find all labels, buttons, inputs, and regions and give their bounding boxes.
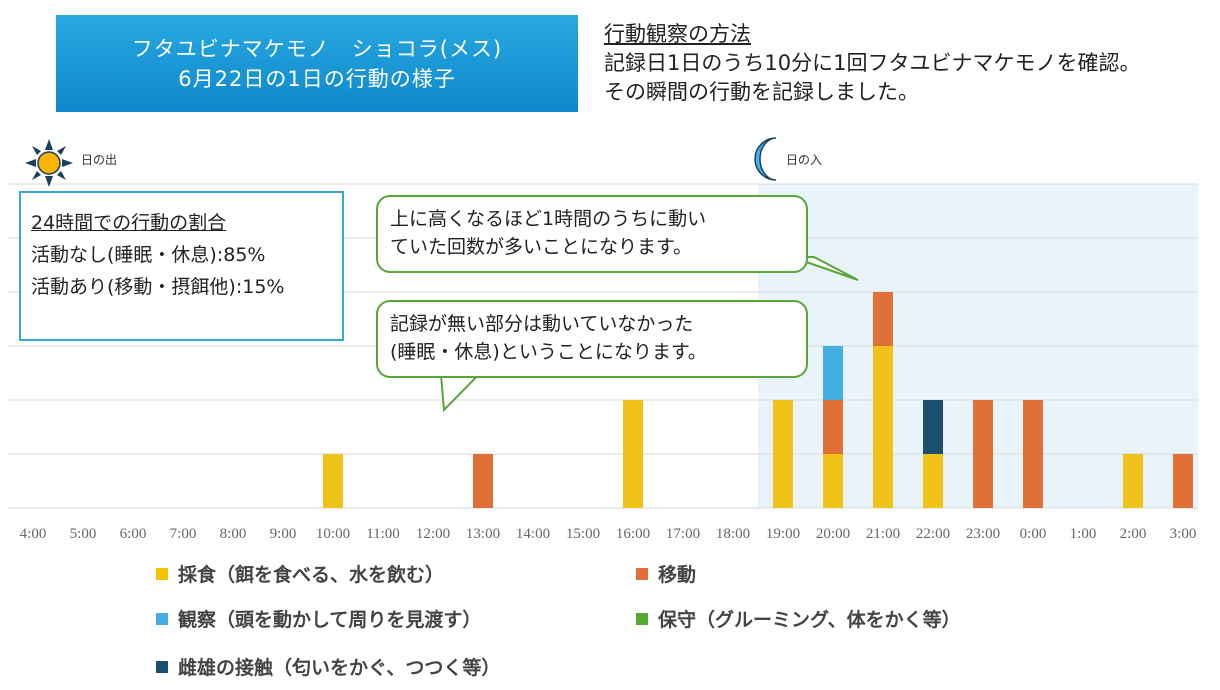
bar-segment xyxy=(873,292,893,346)
bar-segment xyxy=(923,454,943,508)
x-tick-label: 5:00 xyxy=(70,526,97,542)
x-tick-label: 22:00 xyxy=(916,526,950,542)
method-heading: 行動観察の方法 xyxy=(604,22,751,46)
ratio-heading: 24時間での行動の割合 xyxy=(31,212,227,234)
bar-segment xyxy=(923,400,943,454)
legend-swatch xyxy=(156,660,168,673)
legend-label: 雌雄の接触（匂いをかぐ、つつく等） xyxy=(178,657,501,679)
sunrise-label: 日の出 xyxy=(81,153,118,167)
legend-item-grooming: 保守（グルーミング、体をかく等） xyxy=(636,605,961,632)
method-line2: その瞬間の行動を記録しました。 xyxy=(604,80,919,104)
x-tick-label: 15:00 xyxy=(566,526,600,542)
bubble2-line2: (睡眠・休息)ということになります。 xyxy=(390,341,707,363)
legend-swatch xyxy=(636,567,648,580)
x-tick-label: 4:00 xyxy=(20,526,47,542)
x-tick-label: 1:00 xyxy=(1070,526,1097,542)
x-tick-label: 19:00 xyxy=(766,526,800,542)
method-line1: 記録日1日のうち10分に1回フタユビナマケモノを確認。 xyxy=(604,51,1141,75)
bubble1-line1: 上に高くなるほど1時間のうちに動い xyxy=(390,208,707,230)
x-tick-label: 23:00 xyxy=(966,526,1000,542)
legend-label: 採食（餌を食べる、水を飲む） xyxy=(178,564,445,586)
x-tick-label: 16:00 xyxy=(616,526,650,542)
bar-segment xyxy=(473,454,493,508)
sun-icon xyxy=(25,139,73,187)
legend-item-moving: 移動 xyxy=(636,560,696,587)
bar-segment xyxy=(773,400,793,508)
bar-segment xyxy=(1023,400,1043,508)
legend-item-feeding: 採食（餌を食べる、水を飲む） xyxy=(156,560,444,587)
callout-no-record-explanation: 記録が無い部分は動いていなかった (睡眠・休息)ということになります。 xyxy=(376,300,808,378)
title-line1: フタユビナマケモノ ショコラ(メス) xyxy=(131,36,503,61)
ratio-line1: 活動なし(睡眠・休息):85% xyxy=(31,244,266,266)
x-tick-label: 8:00 xyxy=(220,526,247,542)
bar-segment xyxy=(973,400,993,508)
x-tick-label: 3:00 xyxy=(1170,526,1197,542)
bar-segment xyxy=(1123,454,1143,508)
bar-segment xyxy=(823,400,843,454)
x-tick-label: 2:00 xyxy=(1120,526,1147,542)
moon-icon xyxy=(754,137,777,181)
method-text: 行動観察の方法 記録日1日のうち10分に1回フタユビナマケモノを確認。 その瞬間… xyxy=(604,20,1140,107)
title-line2: 6月22日の1日の行動の様子 xyxy=(178,66,456,91)
bar-segment xyxy=(323,454,343,508)
legend-swatch xyxy=(156,567,168,580)
bars xyxy=(323,292,1193,508)
bubble2-line1: 記録が無い部分は動いていなかった xyxy=(390,313,694,335)
callout-height-explanation: 上に高くなるほど1時間のうちに動い ていた回数が多いことになります。 xyxy=(376,195,808,273)
x-tick-label: 13:00 xyxy=(466,526,500,542)
activity-ratio-box: 24時間での行動の割合 活動なし(睡眠・休息):85% 活動あり(移動・摂餌他)… xyxy=(19,191,344,341)
x-tick-label: 9:00 xyxy=(270,526,297,542)
sunset-label: 日の入 xyxy=(786,153,823,167)
legend-label: 移動 xyxy=(658,564,697,586)
x-tick-label: 21:00 xyxy=(866,526,900,542)
legend-item-observing: 観察（頭を動かして周りを見渡す） xyxy=(156,605,481,632)
legend-swatch xyxy=(636,612,648,625)
x-tick-label: 10:00 xyxy=(316,526,350,542)
x-tick-labels: 4:00 5:00 6:00 7:00 8:00 9:00 10:00 11:00 12:00 1… xyxy=(20,526,1197,542)
x-tick-label: 11:00 xyxy=(366,526,400,542)
x-tick-label: 12:00 xyxy=(416,526,450,542)
x-tick-label: 7:00 xyxy=(170,526,197,542)
bar-segment xyxy=(623,400,643,508)
bar-segment xyxy=(873,346,893,508)
bar-segment xyxy=(823,346,843,400)
x-tick-label: 18:00 xyxy=(716,526,750,542)
legend-label: 保守（グルーミング、体をかく等） xyxy=(658,609,961,631)
bar-segment xyxy=(823,454,843,508)
x-tick-label: 14:00 xyxy=(516,526,550,542)
x-tick-label: 6:00 xyxy=(120,526,147,542)
legend-swatch xyxy=(156,612,168,625)
x-tick-label: 20:00 xyxy=(816,526,850,542)
bar-segment xyxy=(1173,454,1193,508)
ratio-line2: 活動あり(移動・摂餌他):15% xyxy=(31,276,285,298)
bubble1-line2: ていた回数が多いことになります。 xyxy=(390,236,693,258)
x-tick-label: 0:00 xyxy=(1020,526,1047,542)
x-tick-label: 17:00 xyxy=(666,526,700,542)
legend-label: 観察（頭を動かして周りを見渡す） xyxy=(178,609,482,631)
legend-item-contact: 雌雄の接触（匂いをかぐ、つつく等） xyxy=(156,653,500,680)
title-box: フタユビナマケモノ ショコラ(メス) 6月22日の1日の行動の様子 xyxy=(56,15,578,112)
